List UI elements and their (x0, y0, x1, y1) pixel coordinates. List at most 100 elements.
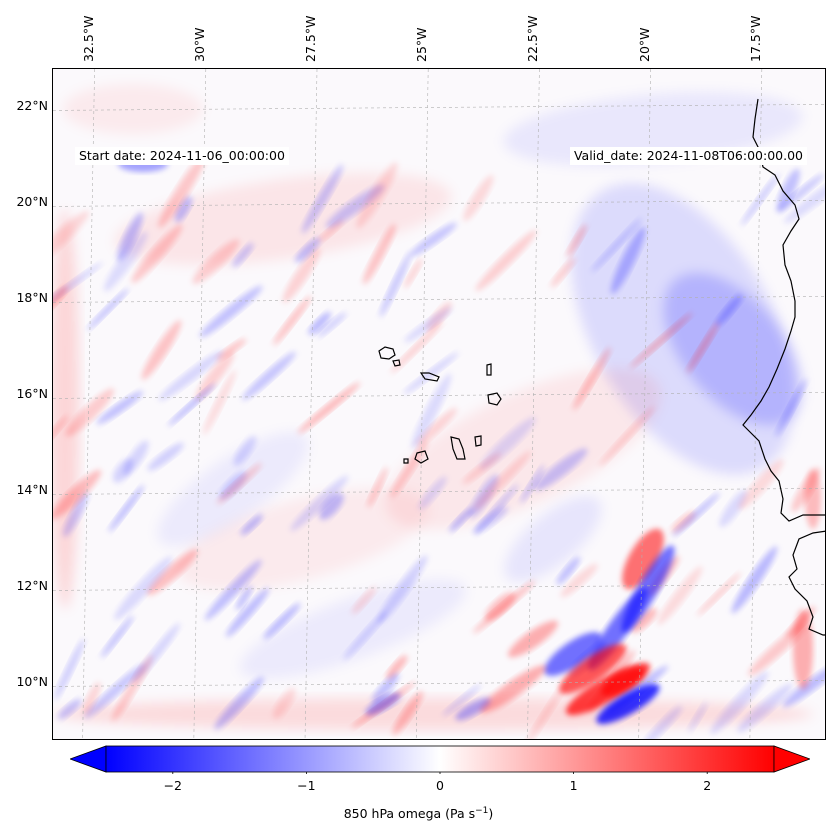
omega-contour-blob (686, 321, 719, 374)
omega-contour-blob (473, 506, 509, 534)
omega-contour-blob (504, 495, 602, 583)
omega-contour-blob (235, 585, 253, 611)
longitude-label: 17.5°W (747, 15, 763, 62)
omega-contour-blob (385, 368, 661, 530)
gridlines (53, 69, 825, 739)
omega-contour-blob (365, 692, 401, 716)
omega-contour-blob (390, 440, 428, 498)
omega-contour-blob (560, 563, 598, 598)
omega-contour-blob (377, 555, 428, 624)
omega-contour-blob (479, 665, 547, 713)
omega-contour-blob (629, 312, 693, 368)
colorbar-tick-label: 1 (569, 778, 578, 793)
omega-contour-blob (203, 369, 236, 435)
colorbar-body (105, 745, 775, 773)
omega-field-map (53, 69, 825, 739)
meridian-line (193, 69, 207, 739)
omega-contour-blob (53, 211, 90, 271)
longitude-label: 32.5°W (80, 15, 96, 62)
omega-contour-blob (508, 620, 558, 658)
omega-contour-blob (87, 288, 129, 331)
omega-contour-blob (404, 258, 423, 289)
africa-coastline-south (788, 530, 825, 636)
omega-contour-blob (272, 295, 312, 346)
omega-contour-blob (225, 587, 270, 638)
omega-contour-blob (523, 677, 569, 739)
omega-contour-blob (174, 196, 193, 223)
omega-contour-blob (233, 435, 257, 466)
omega-contour-blob (194, 351, 235, 401)
omega-contour-blob (54, 638, 85, 701)
omega-contour-blob (117, 212, 143, 262)
omega-contour-blob (776, 168, 800, 212)
longitude-label: 27.5°W (303, 15, 318, 62)
omega-contour-blob (591, 218, 642, 272)
colorbar-extend-max (773, 745, 812, 773)
coastline (378, 98, 825, 636)
island-sao-nicolau (419, 372, 440, 382)
omega-contour-blob (290, 475, 349, 532)
omega-contour-blob (199, 285, 263, 338)
colorbar-extend-min (68, 745, 107, 773)
omega-contour-blob (351, 586, 377, 615)
omega-contour-blob (240, 514, 263, 536)
omega-contour-blob (719, 489, 748, 528)
omega-contour-blob (596, 684, 660, 724)
longitude-label: 25°W (414, 27, 430, 62)
omega-contour-blob (57, 698, 82, 720)
omega-contour-blob (114, 556, 173, 621)
omega-contour-blob (663, 272, 803, 426)
omega-contour-blob (53, 469, 102, 520)
omega-contour-blob (416, 407, 458, 446)
omega-contour-blob (158, 350, 224, 401)
omega-contour-blob (566, 224, 587, 257)
omega-contour-blob (775, 378, 807, 438)
colorbar-label-text: 850 hPa omega (Pa s (343, 806, 476, 822)
omega-contour-blob (216, 338, 247, 361)
latitude-label: 20°N (16, 194, 48, 210)
omega-contour-blob (63, 84, 203, 134)
omega-contour-blob (53, 286, 68, 313)
meridian-line (527, 69, 540, 739)
omega-contour-blob (534, 448, 588, 491)
omega-contour-blob (748, 623, 806, 676)
omega-contour-blob (82, 682, 101, 714)
omega-contour-blob (204, 559, 262, 621)
island-sal (486, 363, 492, 376)
omega-contour-blob (318, 219, 344, 242)
omega-contour-blob (319, 493, 344, 520)
colorbar-svg (68, 745, 812, 774)
omega-contour-blob (740, 173, 780, 226)
omega-contour-blob (688, 702, 708, 733)
colorbar-tick-label: −2 (163, 778, 183, 793)
omega-contour-blob (462, 452, 502, 485)
omega-contour-blob (610, 227, 646, 294)
omega-contour-blob (463, 175, 494, 222)
omega-contour-blob (782, 663, 825, 707)
omega-contour-blob (177, 487, 429, 591)
omega-contour-blob (241, 351, 296, 401)
island-santiago (450, 436, 466, 460)
omega-contour-blob (442, 684, 481, 716)
island-santo-antao (378, 346, 396, 360)
omega-contour-blob (317, 312, 347, 338)
omega-contour-blob (131, 224, 183, 283)
omega-contour-blob (65, 388, 115, 437)
omega-contour-blob (793, 609, 813, 689)
omega-contour-blob (520, 465, 545, 504)
omega-contour-blob (657, 566, 703, 625)
omega-contour-blob (550, 257, 576, 288)
omega-contour-blob (455, 697, 491, 721)
omega-contour-blob (263, 602, 301, 640)
omega-contour-blob (697, 572, 741, 616)
omega-contour-blob (784, 171, 825, 224)
latitude-label: 14°N (16, 482, 48, 498)
omega-contour-blob (53, 415, 69, 452)
island-brava (403, 458, 409, 464)
omega-contour-blob (168, 383, 216, 427)
meridian-line (638, 69, 651, 739)
latitude-label: 18°N (16, 290, 48, 306)
omega-contour-blob (474, 450, 532, 510)
omega-contour-blob (367, 466, 388, 508)
omega-contour-blob (362, 224, 396, 285)
